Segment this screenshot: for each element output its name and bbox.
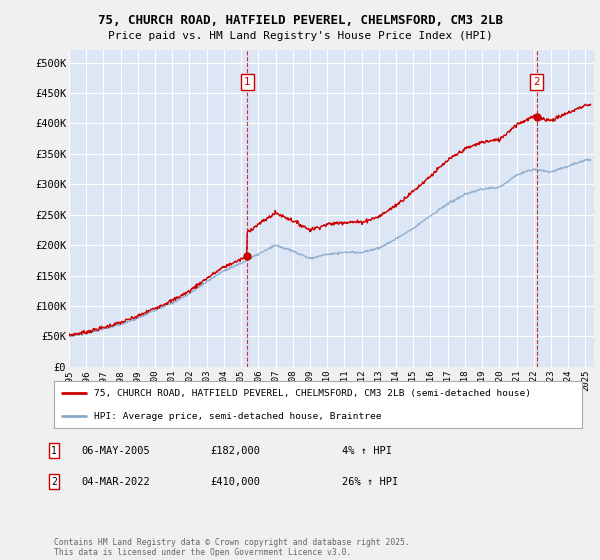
Text: 75, CHURCH ROAD, HATFIELD PEVEREL, CHELMSFORD, CM3 2LB (semi-detached house): 75, CHURCH ROAD, HATFIELD PEVEREL, CHELM…	[94, 389, 530, 398]
Text: 4% ↑ HPI: 4% ↑ HPI	[342, 446, 392, 456]
Text: 75, CHURCH ROAD, HATFIELD PEVEREL, CHELMSFORD, CM3 2LB: 75, CHURCH ROAD, HATFIELD PEVEREL, CHELM…	[97, 14, 503, 27]
Text: 26% ↑ HPI: 26% ↑ HPI	[342, 477, 398, 487]
Text: 2: 2	[533, 77, 540, 87]
Text: £410,000: £410,000	[210, 477, 260, 487]
Text: 1: 1	[51, 446, 57, 456]
Text: £182,000: £182,000	[210, 446, 260, 456]
Text: Price paid vs. HM Land Registry's House Price Index (HPI): Price paid vs. HM Land Registry's House …	[107, 31, 493, 41]
Text: 2: 2	[51, 477, 57, 487]
Text: 04-MAR-2022: 04-MAR-2022	[81, 477, 150, 487]
Text: HPI: Average price, semi-detached house, Braintree: HPI: Average price, semi-detached house,…	[94, 412, 381, 421]
Text: 1: 1	[244, 77, 250, 87]
Text: 06-MAY-2005: 06-MAY-2005	[81, 446, 150, 456]
Text: Contains HM Land Registry data © Crown copyright and database right 2025.
This d: Contains HM Land Registry data © Crown c…	[54, 538, 410, 557]
